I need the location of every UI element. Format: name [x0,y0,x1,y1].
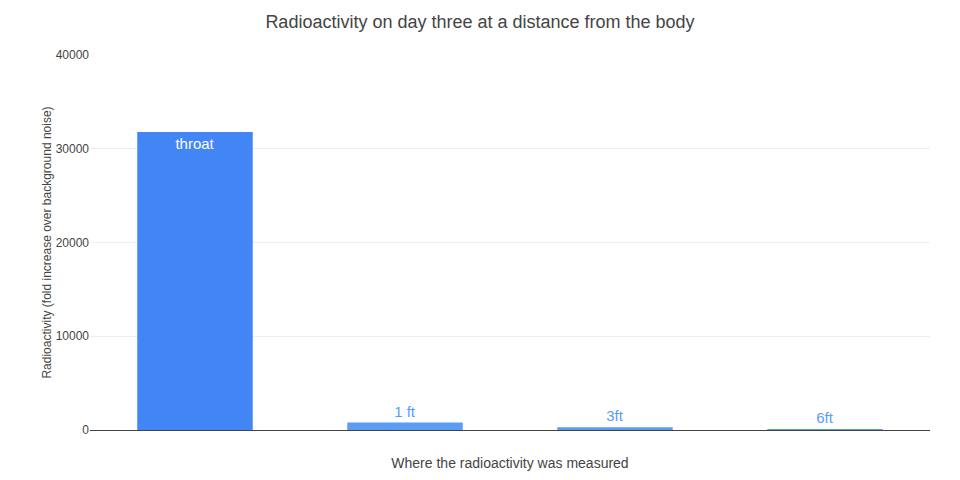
svg-text:Radioactivity (fold increase o: Radioactivity (fold increase over backgr… [40,106,54,378]
svg-text:20000: 20000 [56,236,90,250]
svg-text:40000: 40000 [56,48,90,62]
svg-text:3ft: 3ft [606,407,624,424]
svg-text:1 ft: 1 ft [394,403,416,420]
svg-text:6ft: 6ft [816,409,834,426]
svg-text:0: 0 [82,423,89,437]
svg-text:10000: 10000 [56,329,90,343]
svg-text:Where the radioactivity was me: Where the radioactivity was measured [391,455,628,471]
svg-text:throat: throat [175,135,214,152]
svg-text:30000: 30000 [56,142,90,156]
svg-text:Radioactivity on day three at: Radioactivity on day three at a distance… [265,12,694,32]
